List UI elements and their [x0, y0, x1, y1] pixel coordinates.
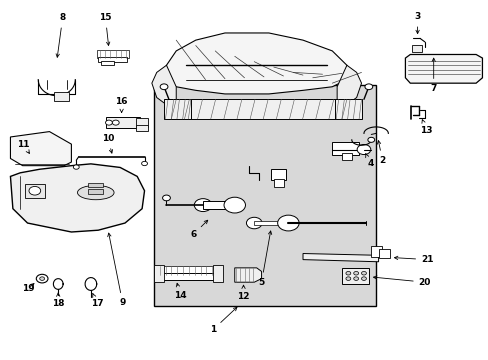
Text: 18: 18: [52, 293, 64, 308]
Circle shape: [142, 161, 147, 166]
Text: 5: 5: [258, 231, 271, 287]
Circle shape: [160, 84, 167, 90]
Bar: [378, 249, 389, 258]
Circle shape: [194, 199, 211, 212]
Bar: [331, 142, 358, 155]
Circle shape: [361, 271, 366, 275]
Text: 17: 17: [91, 294, 103, 308]
Text: 16: 16: [115, 97, 127, 112]
Polygon shape: [10, 164, 144, 232]
Bar: [334, 99, 361, 119]
Text: 20: 20: [373, 276, 430, 287]
Circle shape: [345, 277, 350, 280]
Bar: [203, 201, 229, 209]
Text: 3: 3: [414, 12, 420, 33]
Bar: [154, 85, 375, 306]
Ellipse shape: [77, 185, 114, 200]
Bar: [370, 246, 381, 257]
Bar: [136, 126, 148, 131]
Polygon shape: [166, 33, 346, 94]
Bar: [25, 184, 44, 198]
Circle shape: [105, 120, 112, 125]
Text: 13: 13: [419, 120, 432, 135]
Circle shape: [73, 165, 79, 169]
Circle shape: [361, 277, 366, 280]
Circle shape: [246, 217, 262, 229]
Text: 8: 8: [56, 13, 65, 57]
Polygon shape: [336, 65, 361, 105]
Circle shape: [40, 277, 44, 280]
Text: 7: 7: [429, 58, 436, 93]
Text: 14: 14: [173, 283, 186, 300]
Circle shape: [112, 120, 119, 125]
Bar: [163, 99, 190, 119]
Bar: [411, 45, 422, 51]
Text: 10: 10: [102, 134, 114, 153]
Bar: [98, 57, 127, 62]
Circle shape: [345, 271, 350, 275]
Polygon shape: [152, 65, 176, 105]
Text: 6: 6: [190, 220, 207, 239]
Circle shape: [364, 84, 372, 90]
Text: 15: 15: [99, 13, 112, 45]
Text: 21: 21: [394, 255, 433, 264]
Bar: [341, 268, 368, 284]
Bar: [88, 189, 103, 194]
Circle shape: [353, 271, 358, 275]
Bar: [88, 183, 103, 187]
Polygon shape: [303, 253, 378, 262]
Circle shape: [36, 274, 48, 283]
Circle shape: [356, 144, 370, 154]
Text: 4: 4: [365, 154, 373, 168]
Text: 12: 12: [237, 285, 249, 301]
Bar: [156, 273, 216, 280]
Bar: [168, 99, 344, 119]
Bar: [271, 169, 285, 180]
Circle shape: [29, 186, 41, 195]
Bar: [101, 61, 114, 65]
Bar: [157, 266, 215, 275]
Bar: [154, 265, 163, 282]
Text: 1: 1: [209, 307, 236, 334]
Bar: [136, 118, 148, 127]
Circle shape: [224, 197, 245, 213]
Polygon shape: [405, 54, 482, 83]
Bar: [212, 265, 222, 282]
Circle shape: [367, 137, 374, 142]
Bar: [254, 221, 283, 225]
Text: 11: 11: [18, 140, 30, 153]
Circle shape: [162, 195, 170, 201]
Circle shape: [353, 277, 358, 280]
Bar: [273, 179, 283, 187]
Polygon shape: [10, 132, 71, 166]
Text: 2: 2: [377, 141, 385, 165]
Bar: [105, 117, 140, 128]
Text: 19: 19: [22, 284, 35, 293]
Bar: [97, 50, 129, 58]
Bar: [341, 153, 351, 160]
Polygon shape: [234, 268, 261, 282]
Text: 9: 9: [107, 233, 125, 307]
Circle shape: [277, 215, 299, 231]
Bar: [54, 92, 69, 101]
